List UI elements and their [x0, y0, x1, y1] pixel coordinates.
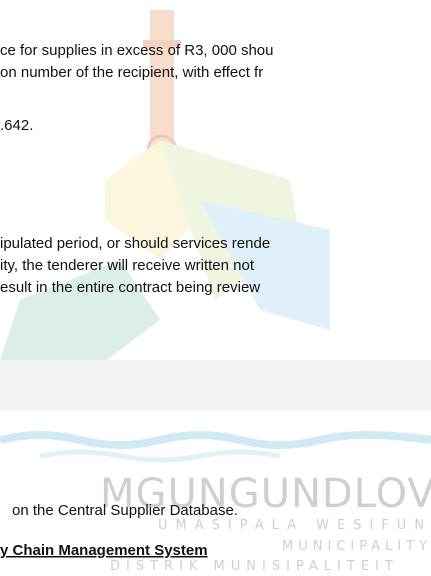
page: MGUNGUNDLOVU UMASIPALA WESIFUNDA MUNICIP…: [0, 0, 431, 576]
text-line: ipulated period, or should services rend…: [0, 235, 270, 252]
text-line: esult in the entire contract being revie…: [0, 279, 260, 296]
watermark-english: MUNICIPALITY: [282, 539, 431, 554]
section-heading: y Chain Management System: [0, 542, 208, 559]
text-line: on the Central Supplier Database.: [12, 502, 238, 519]
watermark-zulu: UMASIPALA WESIFUNDA: [158, 518, 431, 533]
text-line: ity, the tenderer will receive written n…: [0, 257, 255, 274]
text-line: ce for supplies in excess of R3, 000 sho…: [0, 42, 274, 59]
watermark-afrikaans: DISTRIK MUNISIPALITEIT: [110, 559, 399, 574]
text-line: on number of the recipient, with effect …: [0, 64, 263, 81]
text-line: .642.: [0, 117, 33, 134]
